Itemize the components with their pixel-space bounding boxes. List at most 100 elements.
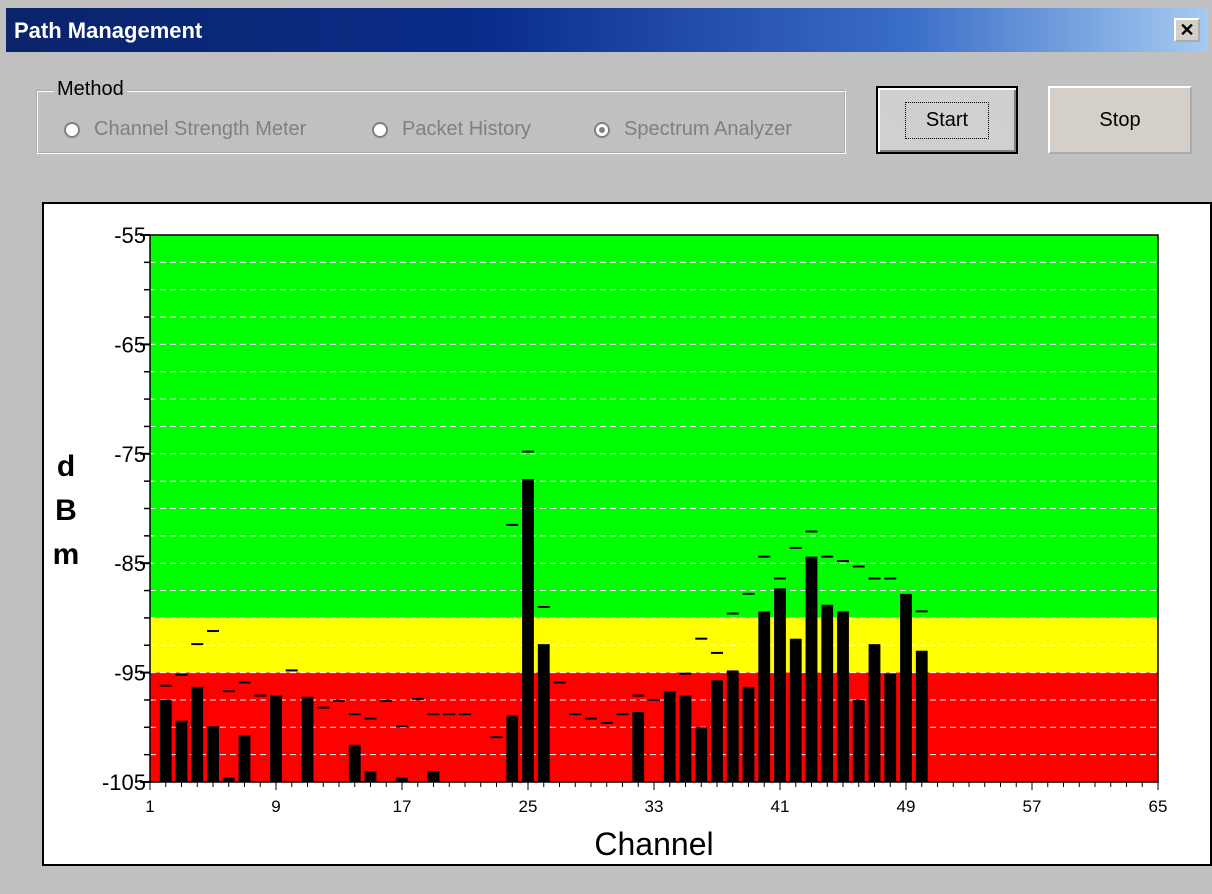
bar-ch40 <box>758 611 771 782</box>
x-tick-label: 1 <box>145 797 154 816</box>
window-title: Path Management <box>14 18 203 43</box>
x-tick-label: 49 <box>897 797 916 816</box>
peak-marker-ch49 <box>900 672 912 675</box>
peak-marker-ch20 <box>443 713 456 716</box>
bar-ch49 <box>900 593 912 782</box>
peak-marker-ch37 <box>711 651 723 654</box>
peak-marker-ch18 <box>411 697 424 700</box>
peak-marker-ch46 <box>852 565 865 568</box>
peak-marker-ch21 <box>459 713 471 716</box>
bar-ch48 <box>884 673 897 782</box>
close-button[interactable]: ✕ <box>1174 18 1200 42</box>
spectrum-chart-panel: -55 -65 -75 -85 -95 -105 1 9 17 25 33 41 49 57 65 Chann… <box>42 202 1212 866</box>
bar-ch34 <box>663 691 676 782</box>
bar-ch4 <box>191 686 204 782</box>
x-tick-label: 57 <box>1023 797 1042 816</box>
peak-marker-ch36 <box>695 637 708 640</box>
peak-marker-ch13 <box>333 700 345 703</box>
bar-ch38 <box>726 670 739 782</box>
peak-marker-ch3 <box>175 673 188 676</box>
peak-marker-ch14 <box>348 713 361 716</box>
peak-marker-ch25 <box>522 450 534 453</box>
bar-ch42 <box>789 638 802 782</box>
peak-marker-ch31 <box>616 713 629 716</box>
radio-channel-strength-meter[interactable]: Channel Strength Meter <box>64 118 306 141</box>
peak-marker-ch35 <box>679 672 692 675</box>
bar-ch6 <box>222 777 235 782</box>
bar-ch41 <box>774 588 786 782</box>
bar-ch2 <box>159 699 172 782</box>
y-tick-label: -95 <box>114 661 146 686</box>
peak-marker-ch29 <box>585 717 597 720</box>
bar-ch35 <box>679 695 692 782</box>
stop-button-label: Stop <box>1099 108 1141 131</box>
bar-ch26 <box>537 644 550 782</box>
bar-ch50 <box>915 650 928 782</box>
peak-marker-ch26 <box>537 605 550 608</box>
x-tick-label: 25 <box>519 797 538 816</box>
title-bar[interactable]: Path Management ✕ <box>6 8 1208 52</box>
radio-label: Spectrum Analyzer <box>624 118 792 140</box>
peak-marker-ch33 <box>648 698 660 701</box>
peak-marker-ch39 <box>742 592 755 595</box>
start-button[interactable]: Start <box>876 86 1018 154</box>
peak-marker-ch10 <box>285 669 298 672</box>
bar-ch47 <box>868 644 881 782</box>
peak-marker-ch28 <box>569 713 582 716</box>
peak-marker-ch12 <box>317 706 330 709</box>
peak-marker-ch24 <box>506 523 519 526</box>
peak-marker-ch16 <box>380 700 393 703</box>
method-legend: Method <box>54 78 127 101</box>
stop-button[interactable]: Stop <box>1048 86 1192 154</box>
method-groupbox: Method Channel Strength Meter Packet His… <box>36 78 846 154</box>
peak-marker-ch5 <box>207 630 219 633</box>
radio-label: Packet History <box>402 118 531 140</box>
bar-ch14 <box>348 744 361 782</box>
bar-ch46 <box>852 699 865 782</box>
peak-marker-ch48 <box>884 577 897 580</box>
peak-marker-ch50 <box>915 610 928 613</box>
bar-ch43 <box>805 556 818 782</box>
peak-marker-ch44 <box>821 555 834 558</box>
radio-spectrum-analyzer[interactable]: Spectrum Analyzer <box>594 118 792 141</box>
bar-ch5 <box>207 726 219 782</box>
peak-marker-ch45 <box>837 560 849 563</box>
bar-ch11 <box>301 697 314 782</box>
bar-ch44 <box>821 604 834 782</box>
peak-marker-ch4 <box>191 643 204 646</box>
radio-packet-history[interactable]: Packet History <box>372 118 531 141</box>
bar-ch19 <box>427 771 440 782</box>
peak-marker-ch6 <box>222 690 235 693</box>
y-tick-label: -105 <box>102 770 146 795</box>
peak-marker-ch41 <box>774 577 786 580</box>
y-tick-label: -85 <box>114 551 146 576</box>
x-tick-label: 33 <box>645 797 664 816</box>
peak-marker-ch8 <box>254 694 267 697</box>
x-tick-label: 17 <box>393 797 412 816</box>
bar-ch17 <box>396 777 408 782</box>
peak-marker-ch32 <box>632 694 645 697</box>
y-tick-label: -55 <box>114 223 146 248</box>
peak-marker-ch40 <box>758 555 771 558</box>
bar-ch39 <box>742 686 755 782</box>
peak-marker-ch30 <box>600 721 613 724</box>
bar-ch32 <box>632 711 645 782</box>
start-button-label: Start <box>904 101 990 139</box>
y-tick-label: -75 <box>114 442 146 467</box>
bar-ch45 <box>837 611 849 782</box>
peak-marker-ch27 <box>553 681 566 684</box>
peak-marker-ch19 <box>427 713 440 716</box>
x-tick-label: 41 <box>771 797 790 816</box>
close-icon: ✕ <box>1179 20 1195 40</box>
bar-ch9 <box>270 695 282 782</box>
bar-ch7 <box>238 734 251 782</box>
x-tick-label: 65 <box>1149 797 1168 816</box>
bar-ch36 <box>695 727 708 782</box>
radio-icon <box>372 121 388 138</box>
bar-ch24 <box>506 715 519 782</box>
peak-marker-ch43 <box>805 530 818 533</box>
radio-label: Channel Strength Meter <box>94 118 307 140</box>
radio-icon <box>64 121 80 138</box>
bar-ch15 <box>364 771 377 782</box>
